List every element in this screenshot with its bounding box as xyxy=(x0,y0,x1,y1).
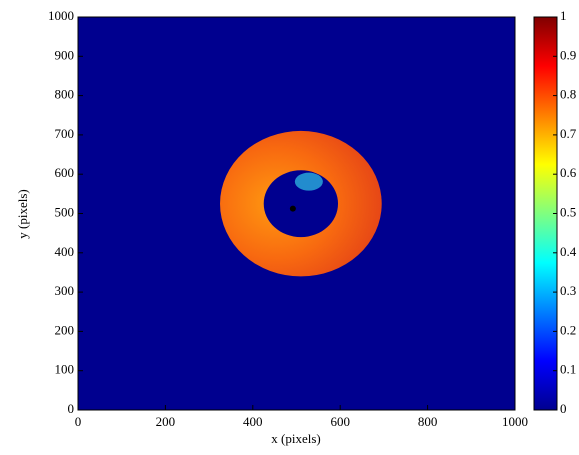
x-tick-label: 0 xyxy=(75,414,82,429)
x-tick-label: 600 xyxy=(330,414,350,429)
y-tick-label: 200 xyxy=(55,322,75,337)
y-tick-label: 800 xyxy=(55,87,75,102)
y-tick-label: 0 xyxy=(68,401,75,416)
x-tick-label: 200 xyxy=(156,414,176,429)
x-axis-label: x (pixels) xyxy=(271,431,320,446)
y-tick-label: 400 xyxy=(55,244,75,259)
y-tick-label: 700 xyxy=(55,126,75,141)
y-tick-label: 500 xyxy=(55,204,75,219)
x-tick-label: 800 xyxy=(418,414,438,429)
colorbar-tick-label: 0.3 xyxy=(560,283,576,298)
colorbar-tick-label: 0.2 xyxy=(560,322,576,337)
colorbar-tick-label: 0.1 xyxy=(560,362,576,377)
y-tick-label: 600 xyxy=(55,165,75,180)
x-tick-label: 400 xyxy=(243,414,263,429)
colorbar-tick-label: 1 xyxy=(560,8,567,23)
colorbar-tick-label: 0 xyxy=(560,401,567,416)
x-tick-label: 1000 xyxy=(502,414,528,429)
heatmap-background xyxy=(78,17,515,410)
colorbar-tick-label: 0.6 xyxy=(560,165,577,180)
speckle xyxy=(294,172,323,191)
y-tick-label: 1000 xyxy=(48,8,74,23)
y-tick-label: 300 xyxy=(55,283,75,298)
y-tick-label: 100 xyxy=(55,362,75,377)
center-dot xyxy=(289,205,296,212)
colorbar-tick-label: 0.7 xyxy=(560,126,577,141)
colorbar-tick-label: 0.8 xyxy=(560,87,576,102)
colorbar-tick-label: 0.9 xyxy=(560,47,576,62)
colorbar-tick-label: 0.4 xyxy=(560,244,577,259)
heatmap-image xyxy=(220,130,382,277)
ring xyxy=(220,130,382,277)
colorbar-tick-label: 0.5 xyxy=(560,204,576,219)
y-axis-label: y (pixels) xyxy=(15,189,30,238)
y-tick-label: 900 xyxy=(55,47,75,62)
